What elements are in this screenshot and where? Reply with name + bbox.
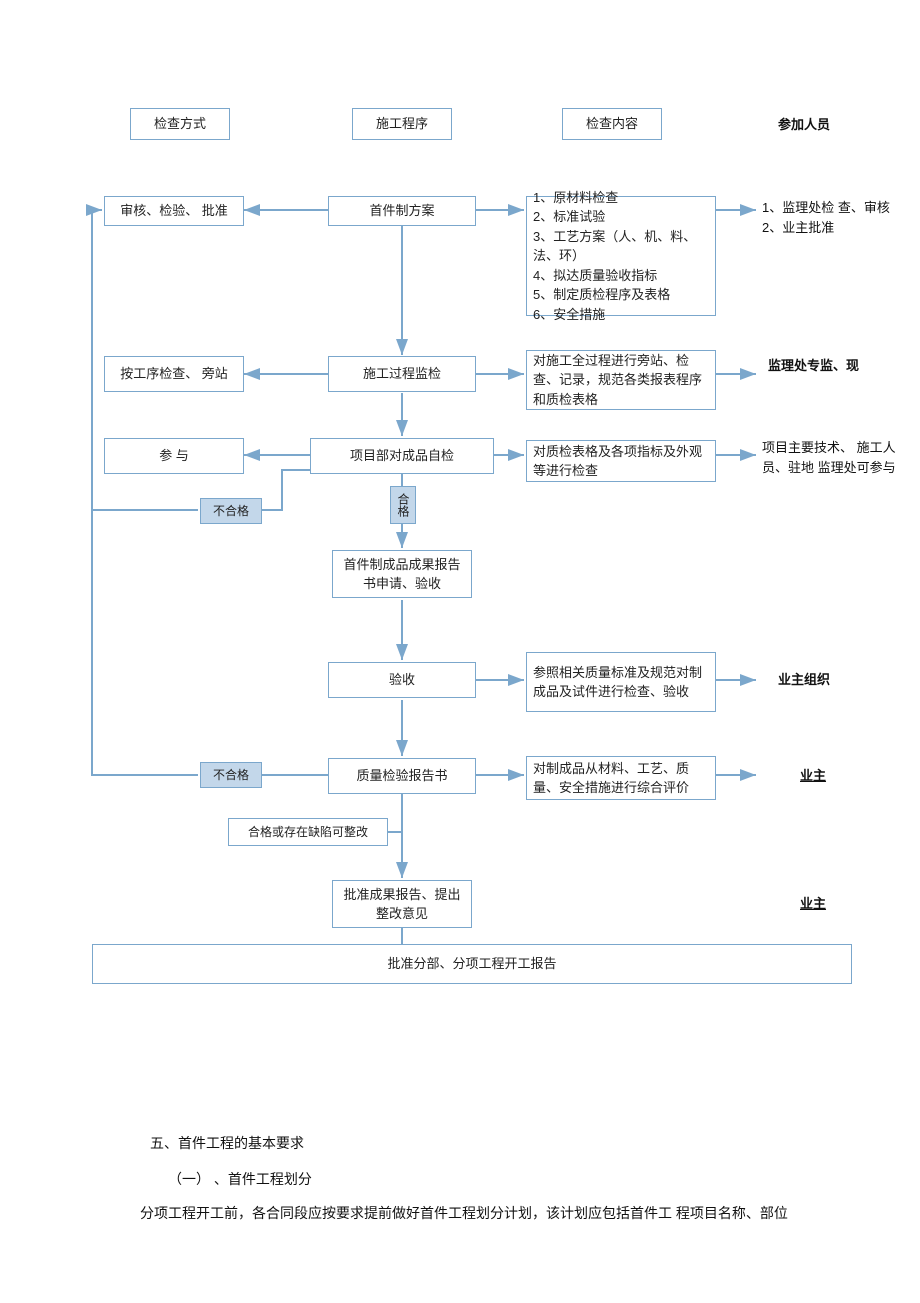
col3-report: 对制成品从材料、工艺、质量、安全措施进行综合评价: [526, 756, 716, 800]
col2-report: 质量检验报告书: [328, 758, 476, 794]
cond-box: 合格或存在缺陷可整改: [228, 818, 388, 846]
hdr-col1: 检查方式: [130, 108, 230, 140]
col1-audit: 审核、检验、 批准: [104, 196, 244, 226]
col4-selfcheck: 项目主要技术、 施工人员、驻地 监理处可参与: [762, 438, 902, 477]
col2-apply: 首件制成品成果报告书申请、验收: [332, 550, 472, 598]
fail2: 不合格: [200, 762, 262, 788]
fail1: 不合格: [200, 498, 262, 524]
hdr-col3: 检查内容: [562, 108, 662, 140]
col4-approve: 业主: [800, 894, 826, 914]
col3-monitor: 对施工全过程进行旁站、检查、记录，规范各类报表程序和质检表格: [526, 350, 716, 410]
hdr-col4: 参加人员: [778, 115, 830, 135]
page: 检查方式 施工程序 检查内容 参加人员 审核、检验、 批准 首件制方案 1、原材…: [0, 0, 920, 1303]
col4-report: 业主: [800, 766, 826, 786]
para-2: （一） 、首件工程划分: [168, 1166, 312, 1193]
pass-label: 合格: [390, 486, 416, 524]
para-1: 五、首件工程的基本要求: [150, 1130, 304, 1157]
col2-accept: 验收: [328, 662, 476, 698]
col4-accept: 业主组织: [778, 670, 830, 690]
para-3: 分项工程开工前，各合同段应按要求提前做好首件工程划分计划，该计划应包括首件工 程…: [140, 1200, 860, 1227]
col3-plan: 1、原材料检查 2、标准试验 3、工艺方案（人、机、料、法、环） 4、拟达质量验…: [526, 196, 716, 316]
col4-monitor: 监理处专监、现: [768, 356, 878, 376]
col3-selfcheck: 对质检表格及各项指标及外观等进行检查: [526, 440, 716, 482]
col2-plan: 首件制方案: [328, 196, 476, 226]
bottom-box: 批准分部、分项工程开工报告: [92, 944, 852, 984]
col1-process: 按工序检查、 旁站: [104, 356, 244, 392]
col4-plan: 1、监理处检 查、审核 2、业主批准: [762, 198, 892, 237]
hdr-col2: 施工程序: [352, 108, 452, 140]
col2-selfcheck: 项目部对成品自检: [310, 438, 494, 474]
col2-monitor: 施工过程监检: [328, 356, 476, 392]
col1-participate: 参 与: [104, 438, 244, 474]
col2-approve: 批准成果报告、提出整改意见: [332, 880, 472, 928]
col3-accept: 参照相关质量标准及规范对制成品及试件进行检查、验收: [526, 652, 716, 712]
